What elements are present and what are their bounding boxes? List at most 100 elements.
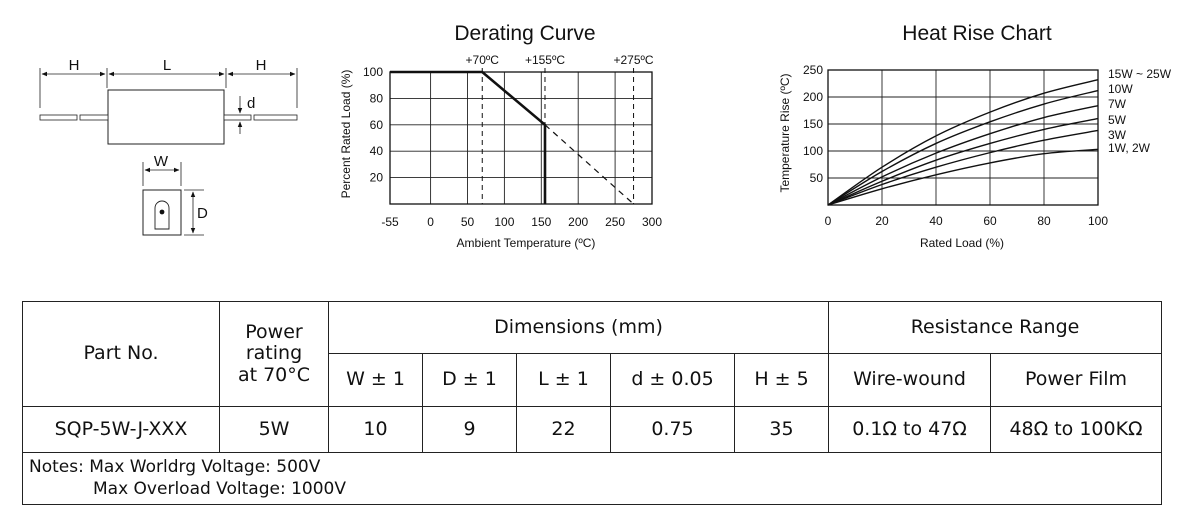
spec-table: Part No. Power rating at 70°C Dimensions… [21,301,1163,505]
figure-area: H L H d W D Derating Curve -55 0 50 100 150 2… [39,22,1172,250]
derating-y-tick-label: 20 [370,171,384,185]
heat-rise-x-tick-label: 60 [983,214,997,228]
heat-rise-y-tick-label: 200 [803,90,823,104]
heat-rise-y-tick-label: 250 [803,63,823,77]
label-h-left: H [69,57,80,74]
derating-x-tick-label: 0 [427,215,434,229]
derating-y-tick-label: 80 [370,91,384,105]
cell-w: 10 [328,406,423,453]
heat-rise-series-label: 15W ~ 25W [1108,67,1172,81]
header-power-rating: Power rating at 70°C [219,301,329,407]
heat-rise-series-label: 3W [1108,128,1127,142]
heat-rise-series [827,79,1099,206]
cell-d-small: 0.75 [610,406,735,453]
heat-rise-series-line [827,129,1099,206]
heat-rise-y-tick-label: 150 [803,117,823,131]
cell-wire-wound: 0.1Ω to 47Ω [828,406,992,453]
header-resistance-range: Resistance Range [828,301,1163,354]
heat-rise-series-line [827,117,1099,206]
lead-right-inner [223,114,252,121]
header-h: H ± 5 [733,353,830,407]
header-l: L ± 1 [516,353,611,407]
derating-chart-title: Derating Curve [454,22,595,45]
derating-plot-frame [389,71,653,205]
derating-y-tick-label: 60 [370,118,384,132]
cell-d: 9 [422,406,517,453]
header-d: D ± 1 [422,353,517,407]
resistor-body [107,89,225,145]
label-h-right: H [256,57,267,74]
heat-rise-chart-title: Heat Rise Chart [902,22,1052,45]
heat-rise-x-tick-label: 40 [929,214,943,228]
cell-h: 35 [733,406,830,453]
header-power-line-2: rating [245,342,303,365]
header-w: W ± 1 [328,353,423,407]
heat-rise-series-label: 1W, 2W [1108,141,1151,155]
heat-rise-y-tick-label: 100 [803,144,823,158]
derating-x-tick-label: 300 [642,215,662,229]
derating-series [390,70,634,205]
heat-rise-series-line [827,79,1099,206]
heat-rise-plot-frame [827,69,1099,206]
note-line-1: Notes: Max Worldrg Voltage: 500V [29,457,321,477]
derating-x-tick-label: -55 [381,215,399,229]
derating-y-tick-label: 40 [370,144,384,158]
note-line-2: Max Overload Voltage: 1000V [93,479,346,500]
derating-x-axis-label: Ambient Temperature (ºC) [457,236,596,250]
heat-rise-series-line [827,104,1099,206]
cell-power-film: 48Ω to 100KΩ [990,406,1163,453]
label-d-small: d [247,95,255,112]
heat-rise-x-tick-label: 20 [875,214,889,228]
derating-curve-chart: Derating Curve -55 0 50 100 150 200 250 300 100… [339,22,662,250]
derating-x-tick-label: 50 [461,215,475,229]
heat-rise-x-tick-label: 80 [1037,214,1051,228]
heat-rise-x-ticks: 0 20 40 60 80 100 [825,214,1109,228]
header-power-line-3: at 70°C [237,363,311,386]
derating-extension-line [544,124,634,205]
cell-power: 5W [219,406,329,453]
heat-rise-series-label: 5W [1108,113,1127,127]
derating-annotation: +275ºC [614,53,654,67]
heat-rise-y-tick-label: 50 [810,171,824,185]
label-d-big: D [197,205,208,222]
derating-x-ticks: -55 0 50 100 150 200 250 300 [381,215,662,229]
heat-rise-x-tick-label: 100 [1088,214,1108,228]
header-power-film: Power Film [990,353,1163,407]
derating-x-tick-label: 100 [494,215,514,229]
heat-rise-series-line [827,148,1099,206]
resistor-dimension-drawing: H L H d W D [39,57,298,236]
derating-annotation: +155ºC [525,53,565,67]
heat-rise-chart: Heat Rise Chart 0 20 40 60 80 100 250 200 150 10… [778,22,1172,250]
derating-x-tick-label: 150 [531,215,551,229]
header-d-small: d ± 0.05 [610,353,735,407]
lead-left-inner [79,114,109,121]
header-power-line-1: Power [245,321,303,344]
heat-rise-y-ticks: 250 200 150 100 50 [803,63,823,185]
header-dimensions: Dimensions (mm) [327,301,830,354]
heat-rise-x-tick-label: 0 [825,214,832,228]
derating-annotation: +70ºC [466,53,500,67]
lead-right-outer [253,114,298,121]
heat-rise-y-axis-label: Temperature Rise (ºC) [778,73,792,192]
heat-rise-series-label: 10W [1108,82,1133,96]
end-view-slot [154,200,170,230]
table-row: SQP-5W-J-XXX 5W 10 9 22 0.75 35 0.1Ω to … [22,406,1163,453]
derating-y-ticks: 100 80 60 40 20 [363,65,383,185]
derating-annotations: +70ºC +155ºC +275ºC [466,53,654,67]
derating-x-tick-label: 200 [568,215,588,229]
lead-left-outer [39,114,78,121]
derating-x-tick-label: 250 [605,215,625,229]
header-wire-wound: Wire-wound [828,353,992,407]
cell-part-no: SQP-5W-J-XXX [22,406,220,453]
heat-rise-series-line [827,89,1099,206]
heat-rise-x-axis-label: Rated Load (%) [920,236,1004,250]
heat-rise-series-label: 7W [1108,97,1127,111]
derating-grid [390,71,652,204]
label-w: W [154,153,169,170]
label-l: L [163,57,171,74]
derating-y-tick-label: 100 [363,65,383,79]
notes-cell: Notes: Max Worldrg Voltage: 500V Max Ove… [21,452,1163,505]
derating-y-axis-label: Percent Rated Load (%) [339,70,353,199]
end-view-lead [159,209,165,215]
